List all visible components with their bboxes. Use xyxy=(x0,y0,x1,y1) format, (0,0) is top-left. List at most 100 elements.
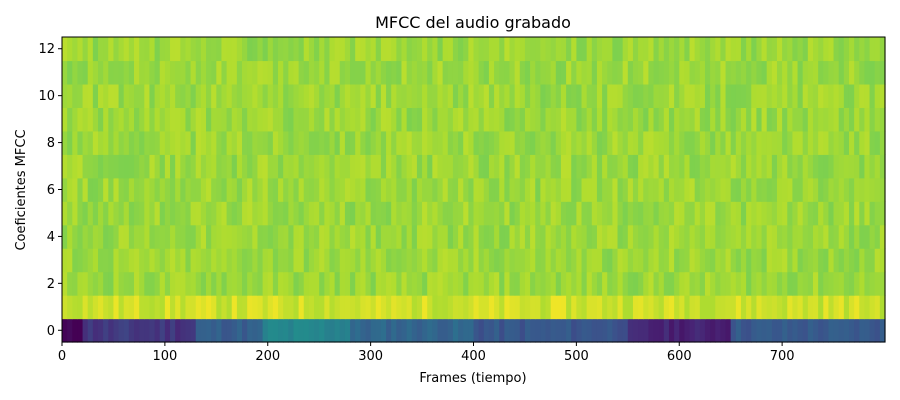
heatmap-cell xyxy=(422,224,428,249)
heatmap-cell xyxy=(807,318,814,343)
heatmap-cell xyxy=(221,60,228,85)
heatmap-cell xyxy=(483,224,490,249)
heatmap-cell xyxy=(458,60,464,85)
heatmap-cell xyxy=(514,130,521,155)
heatmap-cell xyxy=(468,201,475,226)
heatmap-cell xyxy=(535,224,541,249)
heatmap-cell xyxy=(329,318,336,343)
heatmap-cell xyxy=(118,295,125,320)
heatmap-cell xyxy=(195,130,202,155)
heatmap-cell xyxy=(751,177,757,202)
heatmap-cell xyxy=(627,318,634,343)
heatmap-cell xyxy=(324,177,331,202)
heatmap-cell xyxy=(267,83,274,108)
heatmap-cell xyxy=(586,130,593,155)
heatmap-cell xyxy=(293,295,300,320)
heatmap-cell xyxy=(77,318,84,343)
heatmap-cell xyxy=(622,107,629,132)
heatmap-cell xyxy=(699,37,706,62)
heatmap-cell xyxy=(257,224,264,249)
heatmap-cell xyxy=(879,37,886,62)
heatmap-cell xyxy=(704,107,711,132)
heatmap-cell xyxy=(766,248,773,273)
heatmap-cell xyxy=(704,154,711,179)
heatmap-cell xyxy=(802,83,809,108)
heatmap-cell xyxy=(550,130,557,155)
heatmap-cell xyxy=(812,154,819,179)
heatmap-cell xyxy=(87,107,94,132)
heatmap-cell xyxy=(406,318,413,343)
heatmap-cell xyxy=(180,318,187,343)
heatmap-cell xyxy=(308,83,315,108)
heatmap-cell xyxy=(344,154,351,179)
heatmap-cell xyxy=(267,201,274,226)
heatmap-cell xyxy=(236,154,243,179)
heatmap-cell xyxy=(617,224,624,249)
heatmap-cell xyxy=(344,37,351,62)
heatmap-cell xyxy=(725,107,732,132)
heatmap-cell xyxy=(720,37,727,62)
heatmap-cell xyxy=(591,60,598,85)
heatmap-cell xyxy=(195,318,202,343)
heatmap-cell xyxy=(555,295,562,320)
heatmap-cell xyxy=(411,154,418,179)
heatmap-cell xyxy=(278,130,284,155)
heatmap-cell xyxy=(555,201,562,226)
heatmap-cell xyxy=(812,271,819,296)
heatmap-cell xyxy=(329,248,336,273)
heatmap-cell xyxy=(355,201,361,226)
heatmap-cell xyxy=(200,224,207,249)
heatmap-cell xyxy=(442,154,449,179)
heatmap-cell xyxy=(329,37,336,62)
heatmap-cell xyxy=(123,318,130,343)
heatmap-cell xyxy=(278,154,284,179)
heatmap-cell xyxy=(648,224,655,249)
heatmap-cell xyxy=(365,318,372,343)
heatmap-cell xyxy=(144,177,151,202)
heatmap-cell xyxy=(694,130,701,155)
heatmap-cell xyxy=(509,318,516,343)
heatmap-cell xyxy=(483,201,490,226)
heatmap-cell xyxy=(242,201,248,226)
heatmap-cell xyxy=(262,107,269,132)
heatmap-cell xyxy=(293,248,300,273)
heatmap-cell xyxy=(206,177,212,202)
heatmap-cell xyxy=(566,107,572,132)
heatmap-cell xyxy=(473,295,480,320)
heatmap-cell xyxy=(437,271,444,296)
heatmap-cell xyxy=(278,201,284,226)
heatmap-cell xyxy=(350,271,356,296)
heatmap-cell xyxy=(591,154,598,179)
heatmap-cell xyxy=(329,60,336,85)
heatmap-cell xyxy=(442,60,449,85)
heatmap-cell xyxy=(802,130,809,155)
heatmap-cell xyxy=(236,107,243,132)
heatmap-cell xyxy=(386,154,392,179)
heatmap-cell xyxy=(643,107,649,132)
heatmap-cell xyxy=(375,295,382,320)
heatmap-cell xyxy=(483,107,490,132)
heatmap-cell xyxy=(339,271,346,296)
heatmap-cell xyxy=(128,295,135,320)
heatmap-cell xyxy=(200,107,207,132)
heatmap-cell xyxy=(612,37,619,62)
heatmap-cell xyxy=(231,271,238,296)
heatmap-cell xyxy=(869,318,876,343)
heatmap-cell xyxy=(422,37,428,62)
heatmap-cell xyxy=(818,177,824,202)
heatmap-cell xyxy=(159,154,166,179)
heatmap-cell xyxy=(236,201,243,226)
heatmap-cell xyxy=(370,201,377,226)
heatmap-cell xyxy=(226,37,233,62)
heatmap-cell xyxy=(416,295,423,320)
heatmap-cell xyxy=(437,60,444,85)
heatmap-cell xyxy=(668,271,675,296)
heatmap-cell xyxy=(555,154,562,179)
x-tick-label: 500 xyxy=(564,349,589,364)
heatmap-cell xyxy=(581,295,588,320)
heatmap-cell xyxy=(797,177,804,202)
heatmap-cell xyxy=(725,130,732,155)
heatmap-cell xyxy=(370,295,377,320)
heatmap-cell xyxy=(530,201,536,226)
heatmap-cell xyxy=(730,248,737,273)
